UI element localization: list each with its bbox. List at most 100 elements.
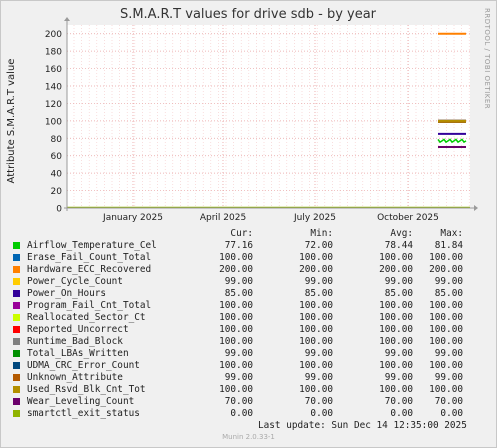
legend-swatch (13, 410, 20, 417)
legend-value-max: 100.00 (429, 360, 463, 371)
header-min: Min: (310, 228, 333, 239)
legend-series-name: Airflow_Temperature_Cel (27, 240, 157, 251)
legend-value-max: 100.00 (429, 324, 463, 335)
legend-value-cur: 100.00 (219, 384, 253, 395)
legend-value-min: 99.00 (304, 276, 333, 287)
x-tick-labels: January 2025 April 2025 July 2025 October 2… (102, 213, 439, 223)
x-tick-label: July 2025 (293, 213, 336, 223)
legend-swatch (13, 326, 20, 333)
y-tick-label: 0 (56, 205, 62, 215)
legend-value-max: 81.84 (434, 240, 463, 251)
y-axis-label: Attribute S.M.A.R.T value (6, 59, 17, 184)
legend-series-name: Unknown_Attribute (27, 372, 123, 383)
rrdtool-credit: RRDTOOL / TOBI OETIKER (483, 8, 491, 109)
legend-value-min: 200.00 (299, 264, 333, 275)
legend-series-name: Power_On_Hours (27, 288, 107, 299)
legend-value-min: 100.00 (299, 324, 333, 335)
munin-version: Munin 2.0.33-1 (222, 433, 275, 441)
legend-value-cur: 70.00 (224, 396, 253, 407)
legend-series-name: Wear_Leveling_Count (27, 396, 135, 407)
legend-series-name: Runtime_Bad_Block (27, 336, 123, 347)
legend-header: Cur: Min: Avg: Max: (0, 228, 497, 240)
legend-value-cur: 100.00 (219, 252, 253, 263)
legend-row: Program_Fail_Cnt_Total 100.00 100.00 100.00… (0, 300, 497, 312)
header-avg: Avg: (390, 228, 413, 239)
legend-value-avg: 99.00 (384, 348, 413, 359)
legend-swatch (13, 314, 20, 321)
y-tick-labels: 0 20 40 60 80 100 120 140 160 180 200 (45, 30, 62, 214)
legend-value-avg: 99.00 (384, 372, 413, 383)
legend-value-max: 70.00 (434, 396, 463, 407)
axes (64, 17, 478, 211)
x-tick-label: January 2025 (102, 213, 163, 223)
legend-row: Wear_Leveling_Count 70.00 70.00 70.00 70.00 (0, 396, 497, 408)
x-axis-arrow (474, 205, 478, 211)
legend-row: Airflow_Temperature_Cel 77.16 72.00 78.44 81… (0, 240, 497, 252)
legend-row: Erase_Fail_Count_Total 100.00 100.00 100.00… (0, 252, 497, 264)
legend-row: Total_LBAs_Written 99.00 99.00 99.00 99.00 (0, 348, 497, 360)
legend-series-name: smartctl_exit_status (27, 408, 140, 419)
legend-swatch (13, 242, 20, 249)
y-tick-label: 200 (45, 30, 62, 40)
y-tick-label: 140 (45, 83, 62, 93)
y-tick-label: 80 (51, 135, 63, 145)
header-cur: Cur: (230, 228, 253, 239)
legend-row: Reported_Uncorrect 100.00 100.00 100.00 100.… (0, 324, 497, 336)
legend-series-name: Program_Fail_Cnt_Total (27, 300, 152, 311)
legend-value-min: 70.00 (304, 396, 333, 407)
legend-series-name: Power_Cycle_Count (27, 276, 123, 287)
y-tick-label: 60 (51, 152, 63, 162)
legend-value-min: 0.00 (310, 408, 333, 419)
legend-value-cur: 0.00 (230, 408, 253, 419)
legend-value-cur: 99.00 (224, 348, 253, 359)
legend-series-name: UDMA_CRC_Error_Count (27, 360, 140, 371)
legend-value-max: 99.00 (434, 348, 463, 359)
legend-value-avg: 100.00 (379, 252, 413, 263)
legend-value-avg: 85.00 (384, 288, 413, 299)
legend-swatch (13, 302, 20, 309)
legend-row: Runtime_Bad_Block 100.00 100.00 100.00 100.0… (0, 336, 497, 348)
x-tick-label: October 2025 (377, 213, 439, 223)
legend-value-cur: 100.00 (219, 324, 253, 335)
y-tick-label: 120 (45, 100, 62, 110)
legend-value-min: 100.00 (299, 312, 333, 323)
legend-value-max: 99.00 (434, 276, 463, 287)
legend-value-max: 100.00 (429, 384, 463, 395)
legend-row: Power_Cycle_Count 99.00 99.00 99.00 99.00 (0, 276, 497, 288)
legend-series-name: Reported_Uncorrect (27, 324, 129, 335)
legend-value-avg: 70.00 (384, 396, 413, 407)
plot-area (67, 25, 470, 208)
y-tick-label: 40 (51, 170, 63, 180)
legend-swatch (13, 278, 20, 285)
y-tick-label: 20 (51, 187, 63, 197)
legend-value-cur: 85.00 (224, 288, 253, 299)
legend-value-max: 100.00 (429, 336, 463, 347)
legend-value-min: 100.00 (299, 336, 333, 347)
legend-swatch (13, 386, 20, 393)
legend-value-cur: 100.00 (219, 336, 253, 347)
legend-swatch (13, 290, 20, 297)
legend-value-avg: 100.00 (379, 336, 413, 347)
legend-value-avg: 100.00 (379, 324, 413, 335)
legend-value-max: 100.00 (429, 300, 463, 311)
grid (67, 25, 470, 209)
legend-value-cur: 200.00 (219, 264, 253, 275)
legend-value-max: 85.00 (434, 288, 463, 299)
legend-value-max: 99.00 (434, 372, 463, 383)
legend-swatch (13, 362, 20, 369)
legend-row: Power_On_Hours 85.00 85.00 85.00 85.00 (0, 288, 497, 300)
legend-value-min: 100.00 (299, 360, 333, 371)
legend-series-name: Hardware_ECC_Recovered (27, 264, 152, 275)
legend-swatch (13, 266, 20, 273)
legend-value-max: 0.00 (440, 408, 463, 419)
legend-value-avg: 200.00 (379, 264, 413, 275)
legend-value-min: 85.00 (304, 288, 333, 299)
legend-swatch (13, 254, 20, 261)
chart: S.M.A.R.T values for drive sdb - by year… (6, 7, 491, 223)
legend-value-cur: 100.00 (219, 312, 253, 323)
legend-swatch (13, 338, 20, 345)
legend-value-min: 100.00 (299, 300, 333, 311)
legend-value-min: 100.00 (299, 384, 333, 395)
legend-row: Reallocated_Sector_Ct 100.00 100.00 100.00 1… (0, 312, 497, 324)
legend-series-name: Reallocated_Sector_Ct (27, 312, 146, 323)
